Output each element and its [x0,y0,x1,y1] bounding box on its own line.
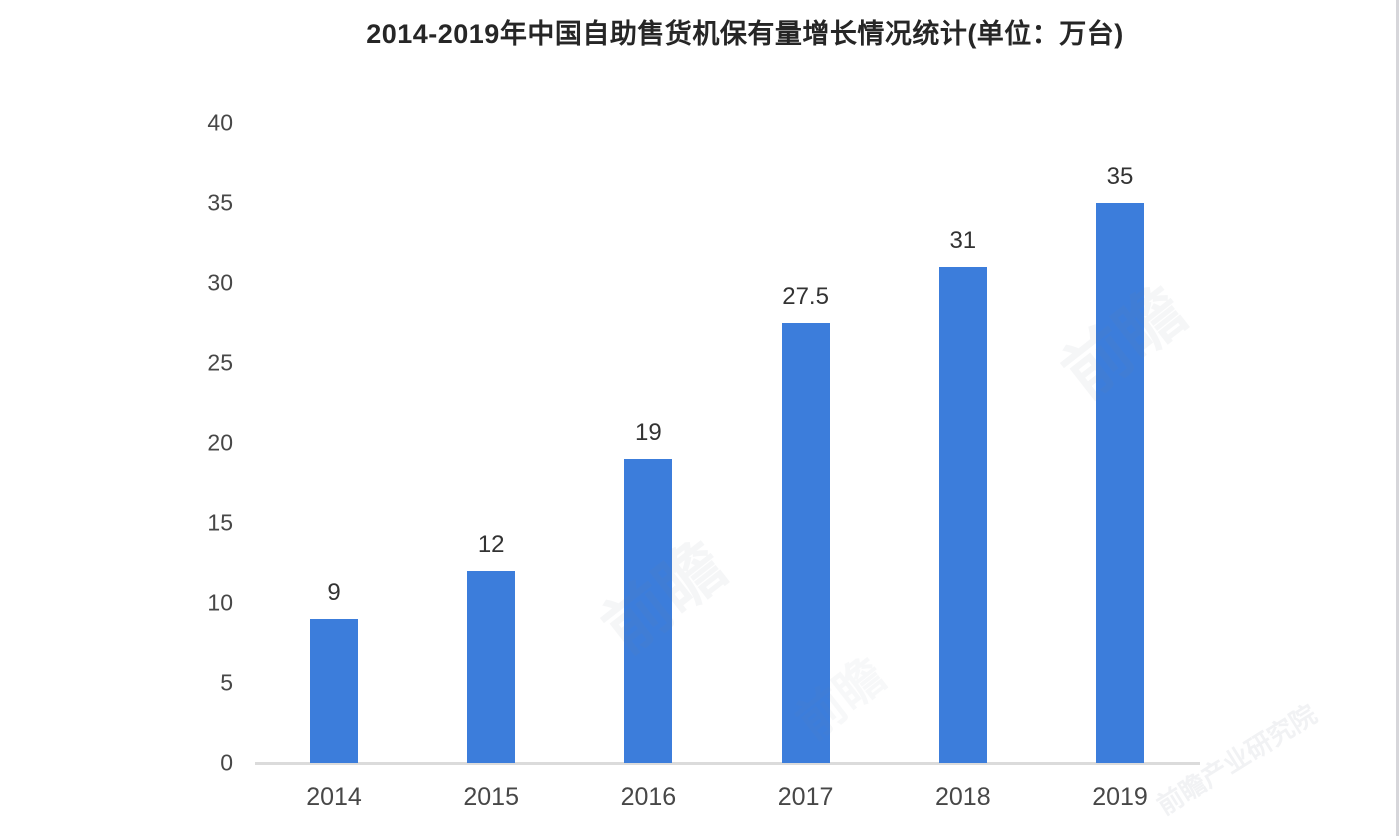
x-tick-label-2019: 2019 [1092,783,1148,811]
x-tick-label-2017: 2017 [777,783,834,811]
watermark-text: 前瞻产业研究院 [1151,698,1322,821]
y-tick-label-5: 5 [220,669,233,696]
value-label-2018: 31 [949,227,977,254]
bar-2019 [1096,203,1144,763]
y-tick-label-10: 10 [207,589,233,616]
x-tick-label-2015: 2015 [463,783,519,811]
value-label-2016: 19 [635,419,662,446]
bar-2018 [938,267,987,763]
value-label-2017: 27.5 [782,283,829,310]
y-tick-label-20: 20 [207,429,233,456]
y-tick-label-30: 30 [207,269,233,296]
y-tick-label-35: 35 [207,189,233,216]
value-label-2019: 35 [1106,163,1134,190]
value-label-2014: 9 [327,579,341,606]
x-tick-label-2018: 2018 [934,783,991,811]
chart-title: 2014-2019年中国自助售货机保有量增长情况统计(单位：万台) [366,19,1124,49]
x-tick-label-2016: 2016 [620,783,677,811]
bar-2017 [781,323,830,763]
y-tick-label-15: 15 [207,509,233,536]
bar-2014 [310,619,358,763]
y-tick-label-25: 25 [207,349,233,376]
y-tick-label-40: 40 [207,109,233,136]
right-edge-border [1396,0,1399,836]
bar-2016 [624,459,673,763]
value-label-2015: 12 [477,531,505,558]
y-tick-label-0: 0 [220,749,233,776]
x-tick-label-2014: 2014 [306,783,362,811]
bar-2015 [467,571,516,763]
x-axis-line [255,762,1200,765]
